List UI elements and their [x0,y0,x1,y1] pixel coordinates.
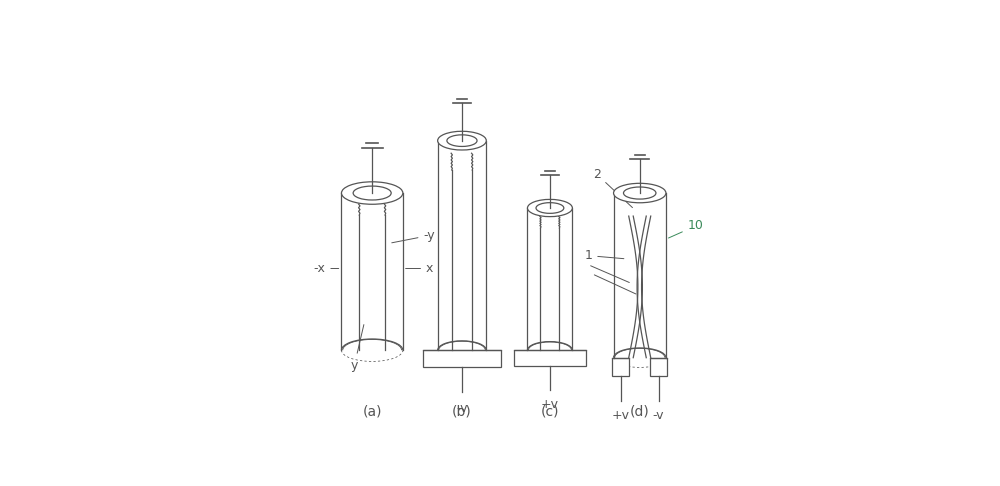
Ellipse shape [438,341,486,360]
Ellipse shape [527,342,572,359]
Ellipse shape [614,348,666,367]
Text: -v: -v [653,409,664,422]
Ellipse shape [423,346,501,355]
Ellipse shape [527,199,572,217]
Text: (b): (b) [452,405,472,419]
Text: (d): (d) [630,405,650,419]
Text: 1: 1 [584,249,624,262]
Text: +v: +v [541,398,559,411]
Text: 10: 10 [668,220,704,238]
Text: -v: -v [456,402,468,415]
Text: y: y [351,325,364,372]
Text: -y: -y [392,229,435,243]
Ellipse shape [614,183,666,203]
Text: -x: -x [313,262,339,275]
FancyBboxPatch shape [341,193,403,350]
Ellipse shape [353,186,391,200]
Bar [423,350,501,367]
Ellipse shape [438,131,486,150]
Ellipse shape [341,182,403,204]
Ellipse shape [514,346,586,354]
Text: x: x [406,262,433,275]
Text: (a): (a) [362,405,382,419]
Text: +v: +v [612,409,630,422]
Bar [650,358,667,376]
Ellipse shape [536,203,564,213]
FancyBboxPatch shape [438,140,486,350]
Ellipse shape [623,187,656,199]
Text: 2: 2 [593,168,632,208]
Bar [514,350,586,365]
Text: (c): (c) [541,405,559,419]
FancyBboxPatch shape [614,193,666,358]
FancyBboxPatch shape [527,208,572,350]
Bar [612,358,629,376]
Ellipse shape [447,135,477,146]
Ellipse shape [341,339,403,362]
